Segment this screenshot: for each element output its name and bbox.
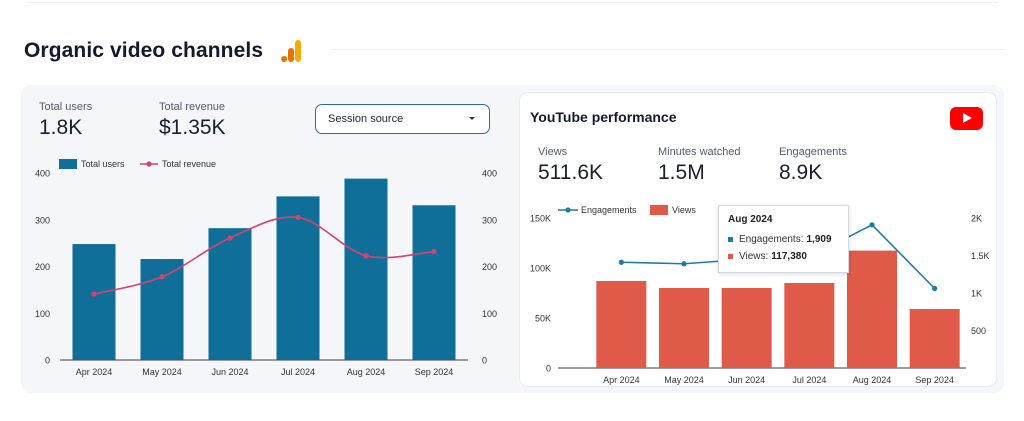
x-tick-label: Apr 2024 <box>603 375 640 385</box>
y-left-tick-label: 200 <box>35 262 50 272</box>
y-right-tick-label: 1.5K <box>971 251 990 261</box>
line-point <box>681 261 687 267</box>
kpi-value: 1.5M <box>658 161 705 184</box>
bar-views <box>784 283 835 368</box>
bar-total-users <box>276 196 320 360</box>
engagements-swatch <box>728 237 733 242</box>
kpi-label: Views <box>538 146 568 158</box>
line-total-revenue <box>93 216 435 295</box>
dropdown-label: Session source <box>328 113 404 125</box>
line-point <box>159 274 165 280</box>
x-tick-label: Aug 2024 <box>853 375 892 385</box>
y-right-tick-label: 200 <box>482 262 497 272</box>
y-right-tick-label: 1K <box>971 289 982 299</box>
y-left-tick-label: 100K <box>530 264 551 274</box>
section-header: Organic video channels <box>24 36 303 66</box>
line-point <box>932 285 938 292</box>
kpi-label: Minutes watched <box>658 146 741 158</box>
kpi-views: Views 511.6K <box>538 146 603 185</box>
x-tick-label: Jun 2024 <box>211 367 248 377</box>
section-title: Organic video channels <box>24 39 264 62</box>
youtube-logo-icon <box>950 107 983 130</box>
bar-views <box>596 281 647 368</box>
tooltip-label: Views: <box>739 251 769 262</box>
google-analytics-icon <box>281 39 303 63</box>
tooltip-row-views: Views: 117,380 <box>728 251 839 262</box>
line-point <box>869 222 875 228</box>
bar-views <box>909 309 960 368</box>
bar-total-users <box>412 205 456 360</box>
bar-total-users <box>140 259 184 360</box>
tooltip-row-engagements: Engagements: 1,909 <box>728 234 839 245</box>
chevron-down-icon <box>469 117 475 120</box>
legend-swatch-views <box>650 205 668 215</box>
kpi-value: 511.6K <box>538 161 603 184</box>
y-right-tick-label: 100 <box>482 309 497 319</box>
y-right-tick-label: 500 <box>971 326 986 336</box>
y-right-tick-label: 2K <box>971 214 982 224</box>
kpi-label: Total revenue <box>159 101 226 113</box>
x-tick-label: Jun 2024 <box>728 375 765 385</box>
legend-label-total-revenue: Total revenue <box>162 159 216 169</box>
y-right-tick-label: 300 <box>482 215 497 225</box>
kpi-value: $1.35K <box>159 116 226 139</box>
header-divider <box>330 49 1004 50</box>
bar-views <box>847 250 897 368</box>
x-tick-label: May 2024 <box>664 375 704 385</box>
bar-total-users <box>208 228 252 360</box>
y-left-tick-label: 300 <box>35 215 50 225</box>
y-left-tick-label: 150K <box>530 214 551 224</box>
x-tick-label: Aug 2024 <box>347 367 386 377</box>
kpi-label: Engagements <box>779 146 847 158</box>
line-point <box>227 235 233 241</box>
y-left-tick-label: 50K <box>535 314 551 324</box>
line-point <box>295 214 301 221</box>
bar-views <box>659 288 709 368</box>
tooltip-title: Aug 2024 <box>728 214 773 225</box>
line-point <box>91 291 97 297</box>
views-swatch <box>728 254 733 259</box>
bar-total-users <box>72 244 116 360</box>
kpi-value: 8.9K <box>779 161 823 184</box>
line-point <box>618 259 624 265</box>
line-point <box>363 253 369 259</box>
kpi-total-users: Total users 1.8K <box>39 101 92 140</box>
legend-label-engagements: Engagements <box>581 205 637 215</box>
y-right-tick-label: 0 <box>482 356 487 366</box>
kpi-value: 1.8K <box>39 116 83 139</box>
legend-label-total-users: Total users <box>81 159 125 169</box>
kpi-label: Total users <box>39 101 93 113</box>
kpi-minutes-watched: Minutes watched 1.5M <box>658 146 741 185</box>
bar-total-users <box>344 178 388 360</box>
x-tick-label: Sep 2024 <box>915 375 954 385</box>
y-left-tick-label: 0 <box>546 364 551 374</box>
y-left-tick-label: 400 <box>35 169 50 179</box>
kpi-total-revenue: Total revenue $1.35K <box>159 101 226 140</box>
youtube-card-title: YouTube performance <box>530 109 677 125</box>
x-tick-label: Apr 2024 <box>76 367 113 377</box>
y-left-tick-label: 100 <box>35 309 50 319</box>
chart-tooltip: Aug 2024 Engagements: 1,909 Views: 117,3… <box>718 205 849 273</box>
tooltip-label: Engagements: <box>739 234 804 245</box>
tooltip-value: 1,909 <box>806 234 832 245</box>
line-point <box>431 248 437 255</box>
legend-label-views: Views <box>672 205 696 215</box>
x-tick-label: Jul 2024 <box>281 367 315 377</box>
legend-marker-engagements <box>565 207 571 213</box>
y-left-tick-label: 0 <box>45 356 50 366</box>
legend-marker-total-revenue <box>146 161 152 167</box>
tooltip-value: 117,380 <box>771 251 807 262</box>
x-tick-label: May 2024 <box>142 367 182 377</box>
x-tick-label: Jul 2024 <box>792 375 826 385</box>
kpi-engagements: Engagements 8.9K <box>779 146 847 185</box>
session-source-dropdown[interactable]: Session source <box>315 104 490 134</box>
bar-views <box>721 288 772 368</box>
y-right-tick-label: 400 <box>482 169 497 179</box>
top-divider <box>28 0 998 3</box>
legend-swatch-total-users <box>59 159 77 169</box>
x-tick-label: Sep 2024 <box>415 367 454 377</box>
